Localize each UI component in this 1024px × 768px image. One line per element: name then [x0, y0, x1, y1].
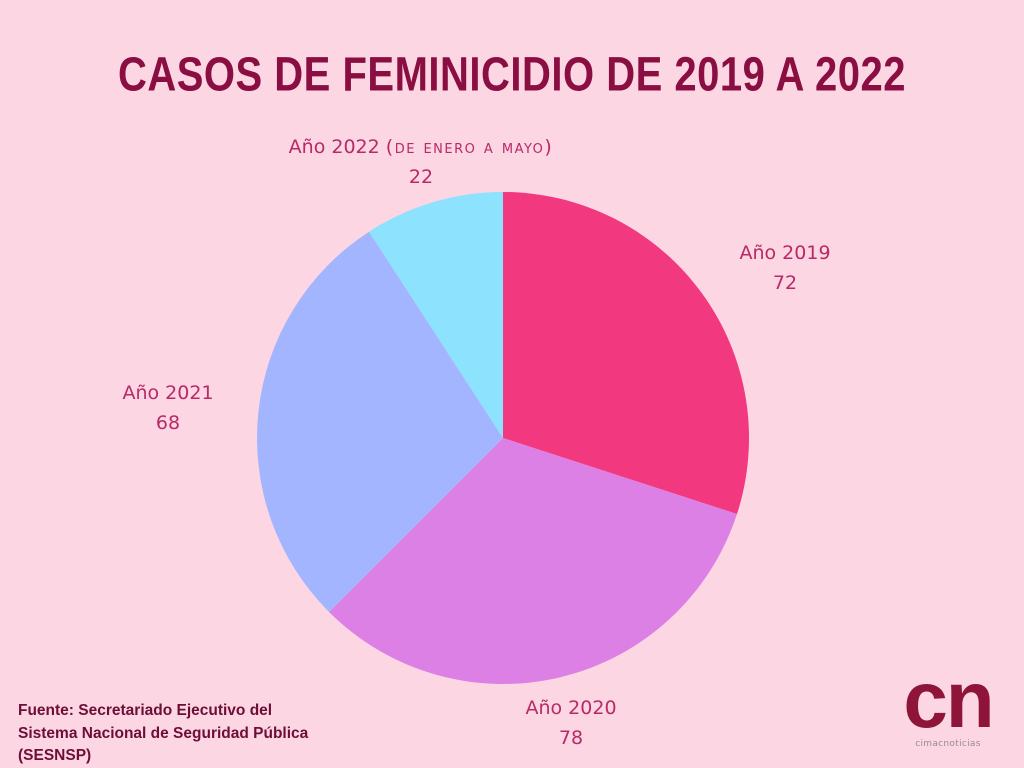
pie-slice-ano-2019 — [503, 192, 750, 515]
slice-label-value: 78 — [558, 727, 584, 749]
cimacnoticias-logo: cn cimacnoticias — [898, 660, 998, 760]
slice-label-value: 22 — [408, 166, 434, 188]
source-line: (SESNSP) — [18, 747, 92, 764]
slice-label-2022: Año 2022 (de enero a mayo) 22 — [261, 132, 581, 192]
slice-label-name: Año 2020 — [525, 697, 617, 719]
pie-slice-ano-2020 — [329, 438, 737, 685]
logo-mark: cn — [903, 655, 994, 744]
source-note: Fuente: Secretariado Ejecutivo del Siste… — [18, 700, 308, 768]
slice-label-2019: Año 2019 72 — [625, 238, 945, 298]
slice-label-name: Año 2019 — [739, 242, 831, 264]
slice-label-2020: Año 2020 78 — [411, 693, 731, 753]
pie-slice-ano-2022 — [369, 192, 503, 438]
slice-label-line: Año 2022 (de enero a mayo) — [261, 132, 581, 162]
pie-chart — [257, 192, 750, 685]
source-line: Sistema Nacional de Seguridad Pública — [18, 724, 309, 742]
slice-label-2021: Año 2021 68 — [8, 378, 328, 438]
slice-label-name: Año 2022 — [288, 136, 380, 158]
logo-name: cimacnoticias — [915, 739, 981, 749]
pie-slice-ano-2021 — [257, 231, 503, 612]
slice-label-value: 72 — [772, 272, 798, 294]
source-line: Fuente: Secretariado Ejecutivo del — [18, 702, 273, 719]
slice-label-value: 68 — [155, 412, 181, 434]
slice-label-note: (de enero a mayo) — [385, 136, 554, 158]
slice-label-name: Año 2021 — [122, 382, 214, 404]
chart-title: CASOS DE FEMINICIDIO DE 2019 A 2022 — [117, 48, 907, 102]
